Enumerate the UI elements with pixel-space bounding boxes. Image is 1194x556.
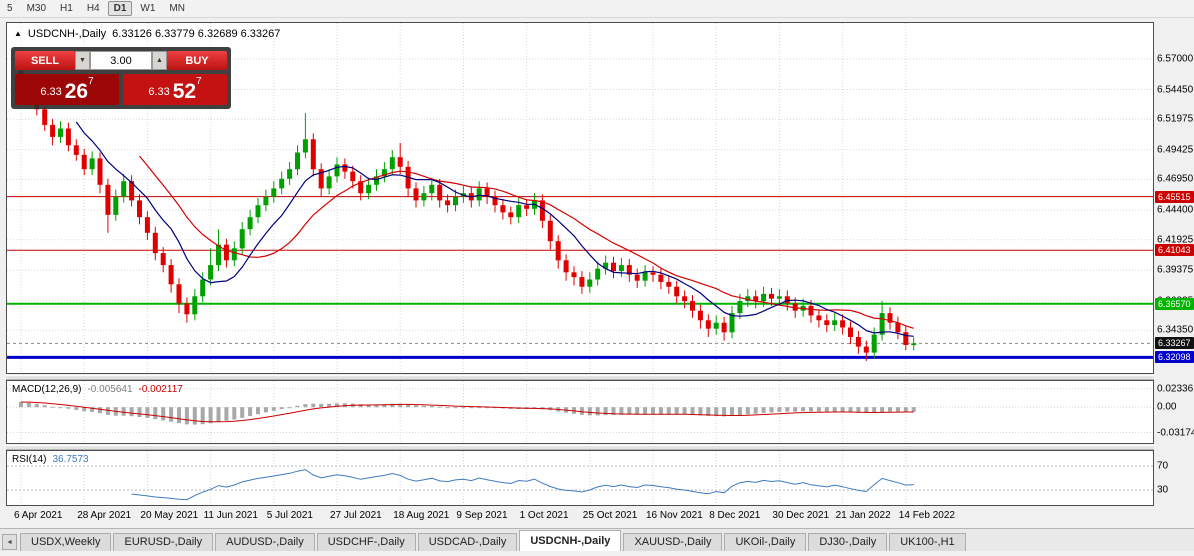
sell-price-big: 26	[64, 80, 89, 103]
buy-price-pipette: 7	[196, 76, 202, 87]
macd-axis-label: -0.03174	[1157, 427, 1194, 438]
volume-input[interactable]: 3.00	[90, 51, 152, 70]
date-axis-label: 18 Aug 2021	[393, 510, 450, 521]
rsi-chart-canvas[interactable]	[7, 451, 1153, 505]
panel-splitter[interactable]	[6, 445, 1154, 450]
buy-price-prefix: 6.33	[148, 86, 170, 98]
date-axis-label: 1 Oct 2021	[519, 510, 569, 521]
price-axis-label: 6.39375	[1157, 264, 1194, 276]
rsi-indicator-panel[interactable]: RSI(14) 36.7573	[6, 450, 1154, 506]
price-line-badge: 6.36570	[1155, 297, 1194, 310]
date-axis-label: 9 Sep 2021	[456, 510, 508, 521]
candlestick-chart-canvas[interactable]	[7, 23, 1153, 373]
chart-tab-dj30-daily[interactable]: DJ30-,Daily	[808, 533, 888, 551]
date-axis-label: 30 Dec 2021	[772, 510, 830, 521]
sell-price-pipette: 7	[88, 76, 94, 87]
price-line-badge: 6.32098	[1155, 351, 1194, 364]
price-axis-label: 6.57000	[1157, 53, 1194, 65]
volume-increase-button[interactable]: ▲	[152, 51, 167, 70]
date-axis-label: 14 Feb 2022	[898, 510, 955, 521]
price-axis-label: 6.51975	[1157, 113, 1194, 125]
chart-symbol-label: USDCNH-,Daily	[27, 28, 107, 40]
macd-label: MACD(12,26,9) -0.005641 -0.002117	[12, 384, 183, 395]
macd-indicator-panel[interactable]: MACD(12,26,9) -0.005641 -0.002117	[6, 380, 1154, 444]
date-axis-label: 11 Jun 2021	[203, 510, 258, 521]
timeframe-button-5[interactable]: 5	[7, 3, 13, 14]
macd-axis-label: 0.00	[1157, 401, 1177, 413]
timeframe-button-w1[interactable]: W1	[140, 3, 156, 14]
price-axis-label: 6.44400	[1157, 204, 1194, 216]
sell-button[interactable]: SELL	[15, 51, 75, 70]
price-axis[interactable]: 6.57000 6.54450 6.51975 6.49425 6.46950 6.444…	[1155, 22, 1194, 374]
date-axis-label: 27 Jul 2021	[330, 510, 382, 521]
price-axis-label: 6.49425	[1157, 144, 1194, 156]
rsi-name: RSI(14)	[12, 454, 47, 465]
macd-name: MACD(12,26,9)	[12, 384, 82, 395]
chart-tab-usdx-weekly[interactable]: USDX,Weekly	[20, 533, 112, 551]
timeframe-button-h1[interactable]: H1	[60, 3, 73, 14]
rsi-axis-label: 70	[1157, 460, 1169, 472]
chart-tab-ukoil-daily[interactable]: UKOil-,Daily	[724, 533, 807, 551]
macd-signal-value: -0.002117	[138, 384, 183, 395]
sell-price-prefix: 6.33	[40, 86, 62, 98]
timeframe-button-h4[interactable]: H4	[86, 3, 100, 14]
date-axis-label: 8 Dec 2021	[709, 510, 761, 521]
one-click-trading-panel: SELL ▼ 3.00 ▲ BUY 6.33 26 7 6.33 52 7	[11, 47, 231, 109]
price-axis-label: 6.46950	[1157, 173, 1194, 185]
price-chart-panel[interactable]: ▲ USDCNH-,Daily 6.33126 6.33779 6.32689 …	[6, 22, 1154, 374]
macd-axis[interactable]: 0.02336 0.00 -0.03174	[1155, 380, 1194, 444]
buy-price-big: 52	[172, 80, 197, 103]
panel-splitter[interactable]	[6, 375, 1154, 380]
date-axis[interactable]: 6 Apr 2021 28 Apr 2021 20 May 2021 11 Jun 2…	[6, 507, 1154, 524]
chart-tab-xauusd-daily[interactable]: XAUUSD-,Daily	[623, 533, 723, 551]
date-axis-label: 20 May 2021	[140, 510, 199, 521]
rsi-axis[interactable]: 70 30	[1155, 450, 1194, 506]
date-axis-label: 5 Jul 2021	[266, 510, 313, 521]
rsi-value: 36.7573	[52, 454, 89, 465]
timeframe-toolbar: 5 M30 H1 H4 D1 W1 MN	[0, 0, 1194, 18]
timeframe-button-mn[interactable]: MN	[169, 3, 185, 14]
price-axis-label: 6.54450	[1157, 84, 1194, 95]
macd-main-value: -0.005641	[87, 384, 133, 395]
chart-tab-usdcnh-daily[interactable]: USDCNH-,Daily	[519, 530, 622, 551]
price-line-badge: 6.41043	[1155, 244, 1194, 257]
price-axis-label: 6.41925	[1157, 234, 1194, 246]
date-axis-label: 28 Apr 2021	[77, 510, 132, 521]
date-axis-label: 6 Apr 2021	[14, 510, 63, 521]
chart-tab-audusd-daily[interactable]: AUDUSD-,Daily	[215, 533, 315, 551]
date-axis-label: 16 Nov 2021	[646, 510, 703, 521]
date-axis-label: 21 Jan 2022	[835, 510, 891, 521]
chart-tab-usdcad-daily[interactable]: USDCAD-,Daily	[417, 533, 518, 551]
chart-tab-bar: ◄ USDX,Weekly EURUSD-,Daily AUDUSD-,Daily US…	[0, 528, 1194, 551]
macd-axis-label: 0.02336	[1157, 383, 1194, 395]
chart-ohlc-values: 6.33126 6.33779 6.32689 6.33267	[112, 28, 281, 40]
timeframe-button-m30[interactable]: M30	[26, 3, 47, 14]
chart-tab-usdchf-daily[interactable]: USDCHF-,Daily	[316, 533, 416, 551]
current-price-badge: 6.33267	[1155, 337, 1194, 350]
tab-scroll-left-icon[interactable]: ◄	[2, 534, 17, 550]
timeframe-button-d1[interactable]: D1	[107, 1, 133, 16]
price-line-badge: 6.45515	[1155, 190, 1194, 203]
volume-decrease-button[interactable]: ▼	[75, 51, 90, 70]
price-axis-label: 6.34350	[1157, 324, 1194, 336]
rsi-label: RSI(14) 36.7573	[12, 454, 89, 465]
chart-tab-eurusd-daily[interactable]: EURUSD-,Daily	[113, 533, 214, 551]
chart-symbol-icon: ▲	[14, 29, 22, 38]
rsi-axis-label: 30	[1157, 484, 1169, 496]
date-axis-label: 25 Oct 2021	[582, 510, 638, 521]
sell-price-display[interactable]: 6.33 26 7	[15, 74, 119, 105]
buy-price-display[interactable]: 6.33 52 7	[123, 74, 227, 105]
chart-title: ▲ USDCNH-,Daily 6.33126 6.33779 6.32689 …	[14, 28, 280, 40]
buy-button[interactable]: BUY	[167, 51, 227, 70]
chart-tab-uk100-h1[interactable]: UK100-,H1	[889, 533, 966, 551]
macd-chart-canvas[interactable]	[7, 381, 1153, 443]
